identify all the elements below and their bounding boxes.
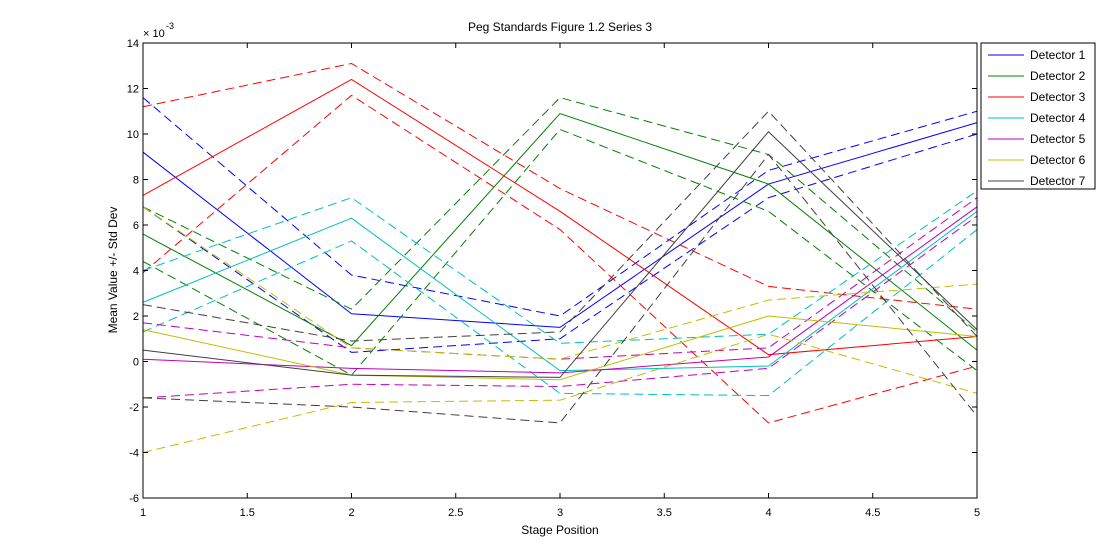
y-tick-label: -2 — [129, 402, 139, 414]
y-axis-ticks: -6 -4 -2 0 2 4 6 8 10 12 14 — [127, 38, 977, 505]
y-tick-label: -6 — [129, 493, 139, 505]
series-layer — [142, 62, 978, 453]
series-lower-line — [142, 94, 978, 424]
series-mean-line — [142, 122, 978, 328]
y-tick-label: 14 — [127, 38, 139, 50]
series-upper-line — [142, 190, 978, 344]
series-upper-line — [142, 206, 978, 360]
legend-label: Detector 2 — [1030, 69, 1086, 83]
series-6 — [142, 206, 978, 453]
y-tick-label: 4 — [133, 266, 139, 278]
y-tick-label: 12 — [127, 84, 139, 96]
series-mean-line — [142, 130, 978, 378]
series-lower-line — [142, 333, 978, 453]
y-tick-label: 0 — [133, 357, 139, 369]
series-upper-line — [142, 62, 978, 310]
y-tick-label: 6 — [133, 220, 139, 232]
y-tick-label: 2 — [133, 311, 139, 323]
x-axis-label: Stage Position — [521, 523, 598, 537]
series-1 — [142, 97, 978, 353]
legend-label: Detector 5 — [1030, 132, 1086, 146]
y-axis-label: Mean Value +/- Std Dev — [106, 207, 120, 334]
legend-label: Detector 3 — [1030, 90, 1086, 104]
series-3 — [142, 62, 978, 424]
x-tick-label: 2.5 — [448, 507, 463, 519]
series-2 — [142, 97, 978, 376]
x-tick-label: 3 — [557, 507, 563, 519]
legend-box — [980, 42, 1096, 190]
x-tick-label: 5 — [974, 507, 980, 519]
series-4 — [142, 190, 978, 397]
x-axis-ticks: 1 1.5 2 2.5 3 3.5 4 4.5 5 — [140, 43, 980, 519]
legend-label: Detector 4 — [1030, 111, 1086, 125]
series-upper-line — [142, 97, 978, 317]
series-7 — [142, 110, 978, 424]
y-exponent-base: × 10 — [143, 28, 165, 40]
series-mean-line — [142, 78, 978, 356]
x-tick-label: 3.5 — [657, 507, 672, 519]
legend-label: Detector 1 — [1030, 48, 1086, 62]
x-tick-label: 1 — [140, 507, 146, 519]
series-mean-line — [142, 210, 978, 372]
x-tick-label: 4.5 — [865, 507, 880, 519]
x-tick-label: 1.5 — [240, 507, 255, 519]
series-upper-line — [142, 97, 978, 333]
legend: Detector 1 Detector 2 Detector 3 Detector 4… — [980, 42, 1096, 190]
chart-title: Peg Standards Figure 1.2 Series 3 — [468, 20, 652, 34]
series-mean-line — [142, 315, 978, 381]
series-lower-line — [142, 128, 978, 376]
x-tick-label: 2 — [348, 507, 354, 519]
y-tick-label: 10 — [127, 129, 139, 141]
plot-area — [143, 43, 977, 498]
y-tick-label: 8 — [133, 175, 139, 187]
series-mean-line — [142, 206, 978, 374]
legend-label: Detector 6 — [1030, 153, 1086, 167]
series-upper-line — [142, 110, 978, 342]
y-tick-label: -4 — [129, 448, 139, 460]
series-lower-line — [142, 133, 978, 353]
y-exponent-power: -3 — [166, 21, 174, 31]
series-5 — [142, 197, 978, 399]
legend-label: Detector 7 — [1030, 174, 1086, 188]
x-tick-label: 4 — [765, 507, 771, 519]
series-mean-line — [142, 112, 978, 351]
series-lower-line — [142, 153, 978, 424]
